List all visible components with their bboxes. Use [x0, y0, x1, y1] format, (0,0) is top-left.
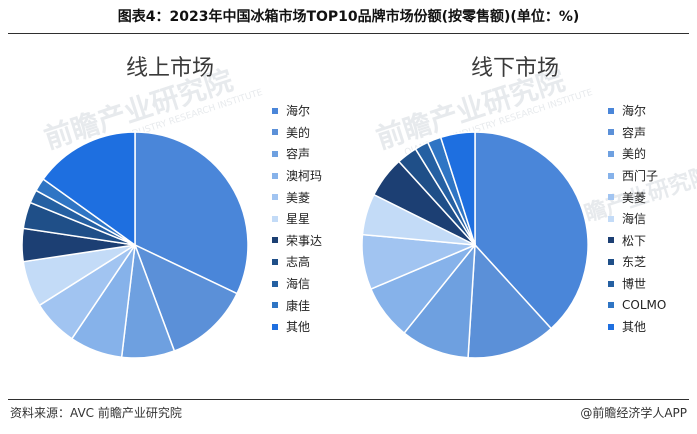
legend-label: 荣事达 — [286, 233, 323, 248]
legend-label: 海信 — [286, 277, 311, 292]
legend-swatch — [608, 258, 614, 265]
online-pie-chart — [21, 131, 249, 359]
legend-label: 其他 — [286, 320, 311, 335]
legend-item: 美菱 — [608, 186, 666, 208]
legend-item: 志高 — [272, 251, 322, 273]
legend-label: 志高 — [286, 255, 311, 270]
credit-note: @前瞻经济学人APP — [580, 406, 687, 420]
legend-label: 康佳 — [286, 298, 311, 313]
legend-swatch — [608, 129, 614, 136]
legend-swatch — [608, 237, 614, 244]
legend-label: 美菱 — [286, 190, 311, 205]
legend-swatch — [608, 194, 614, 201]
legend-item: 海尔 — [272, 100, 322, 122]
legend-label: 海信 — [622, 212, 647, 227]
chart-title: 图表4：2023年中国冰箱市场TOP10品牌市场份额(按零售额)(单位：%) — [117, 9, 580, 25]
legend-swatch — [608, 323, 614, 330]
legend-label: 博世 — [622, 277, 647, 292]
legend-item: 海尔 — [608, 100, 666, 122]
legend-swatch — [272, 194, 278, 201]
legend-label: 海尔 — [286, 104, 311, 119]
legend-item: COLMO — [608, 294, 666, 316]
legend-swatch — [608, 302, 614, 309]
pie-slice-offline-11 — [439, 131, 476, 246]
top-divider — [8, 33, 689, 34]
legend-item: 星星 — [272, 208, 322, 230]
legend-item: 东芝 — [608, 251, 666, 273]
offline-market-title: 线下市场 — [471, 56, 560, 81]
pie-slice-offline-1 — [474, 131, 589, 330]
legend-label: 澳柯玛 — [286, 169, 323, 184]
legend-item: 其他 — [272, 316, 322, 338]
legend-item: 容声 — [608, 122, 666, 144]
offline-pie-chart — [361, 131, 589, 359]
legend-label: 海尔 — [622, 104, 647, 119]
legend-item: 美菱 — [272, 186, 322, 208]
legend-swatch — [272, 107, 278, 114]
legend-swatch — [608, 215, 614, 222]
legend-item: 博世 — [608, 273, 666, 295]
legend-swatch — [272, 258, 278, 265]
legend-label: 星星 — [286, 212, 311, 227]
legend-swatch — [272, 302, 278, 309]
legend-item: 海信 — [608, 208, 666, 230]
legend-item: 松下 — [608, 230, 666, 252]
legend-swatch — [272, 280, 278, 287]
pie-slice-offline-2 — [467, 243, 553, 359]
legend-item: 美的 — [272, 122, 322, 144]
legend-swatch — [272, 237, 278, 244]
legend-swatch — [608, 150, 614, 157]
legend-swatch — [272, 150, 278, 157]
legend-label: 美的 — [286, 125, 311, 140]
legend-item: 康佳 — [272, 294, 322, 316]
legend-swatch — [272, 323, 278, 330]
legend-item: 西门子 — [608, 165, 666, 187]
legend-label: 美菱 — [622, 190, 647, 205]
pie-slice-online-11 — [42, 131, 136, 247]
legend-label: 容声 — [622, 125, 647, 140]
legend-swatch — [272, 129, 278, 136]
legend-label: 西门子 — [622, 169, 659, 184]
online-market-title: 线上市场 — [126, 56, 215, 81]
legend-label: 容声 — [286, 147, 311, 162]
legend-item: 美的 — [608, 143, 666, 165]
legend-swatch — [608, 280, 614, 287]
legend-swatch — [608, 172, 614, 179]
legend-item: 荣事达 — [272, 230, 322, 252]
online-legend: 海尔美的容声澳柯玛美菱星星荣事达志高海信康佳其他 — [272, 100, 322, 338]
legend-label: 美的 — [622, 147, 647, 162]
legend-item: 海信 — [272, 273, 322, 295]
legend-label: 松下 — [622, 233, 647, 248]
source-note: 资料来源：AVC 前瞻产业研究院 — [10, 406, 182, 420]
pie-slice-online-2 — [133, 243, 239, 352]
legend-swatch — [272, 215, 278, 222]
legend-swatch — [608, 107, 614, 114]
legend-item: 容声 — [272, 143, 322, 165]
legend-item: 其他 — [608, 316, 666, 338]
legend-label: 其他 — [622, 320, 647, 335]
offline-legend: 海尔容声美的西门子美菱海信松下东芝博世 COLMO 其他 — [608, 100, 666, 338]
legend-label: COLMO — [622, 298, 667, 313]
legend-label: 东芝 — [622, 255, 647, 270]
legend-item: 澳柯玛 — [272, 165, 322, 187]
pie-slice-online-1 — [134, 131, 249, 295]
legend-swatch — [272, 172, 278, 179]
bottom-divider — [8, 399, 689, 400]
